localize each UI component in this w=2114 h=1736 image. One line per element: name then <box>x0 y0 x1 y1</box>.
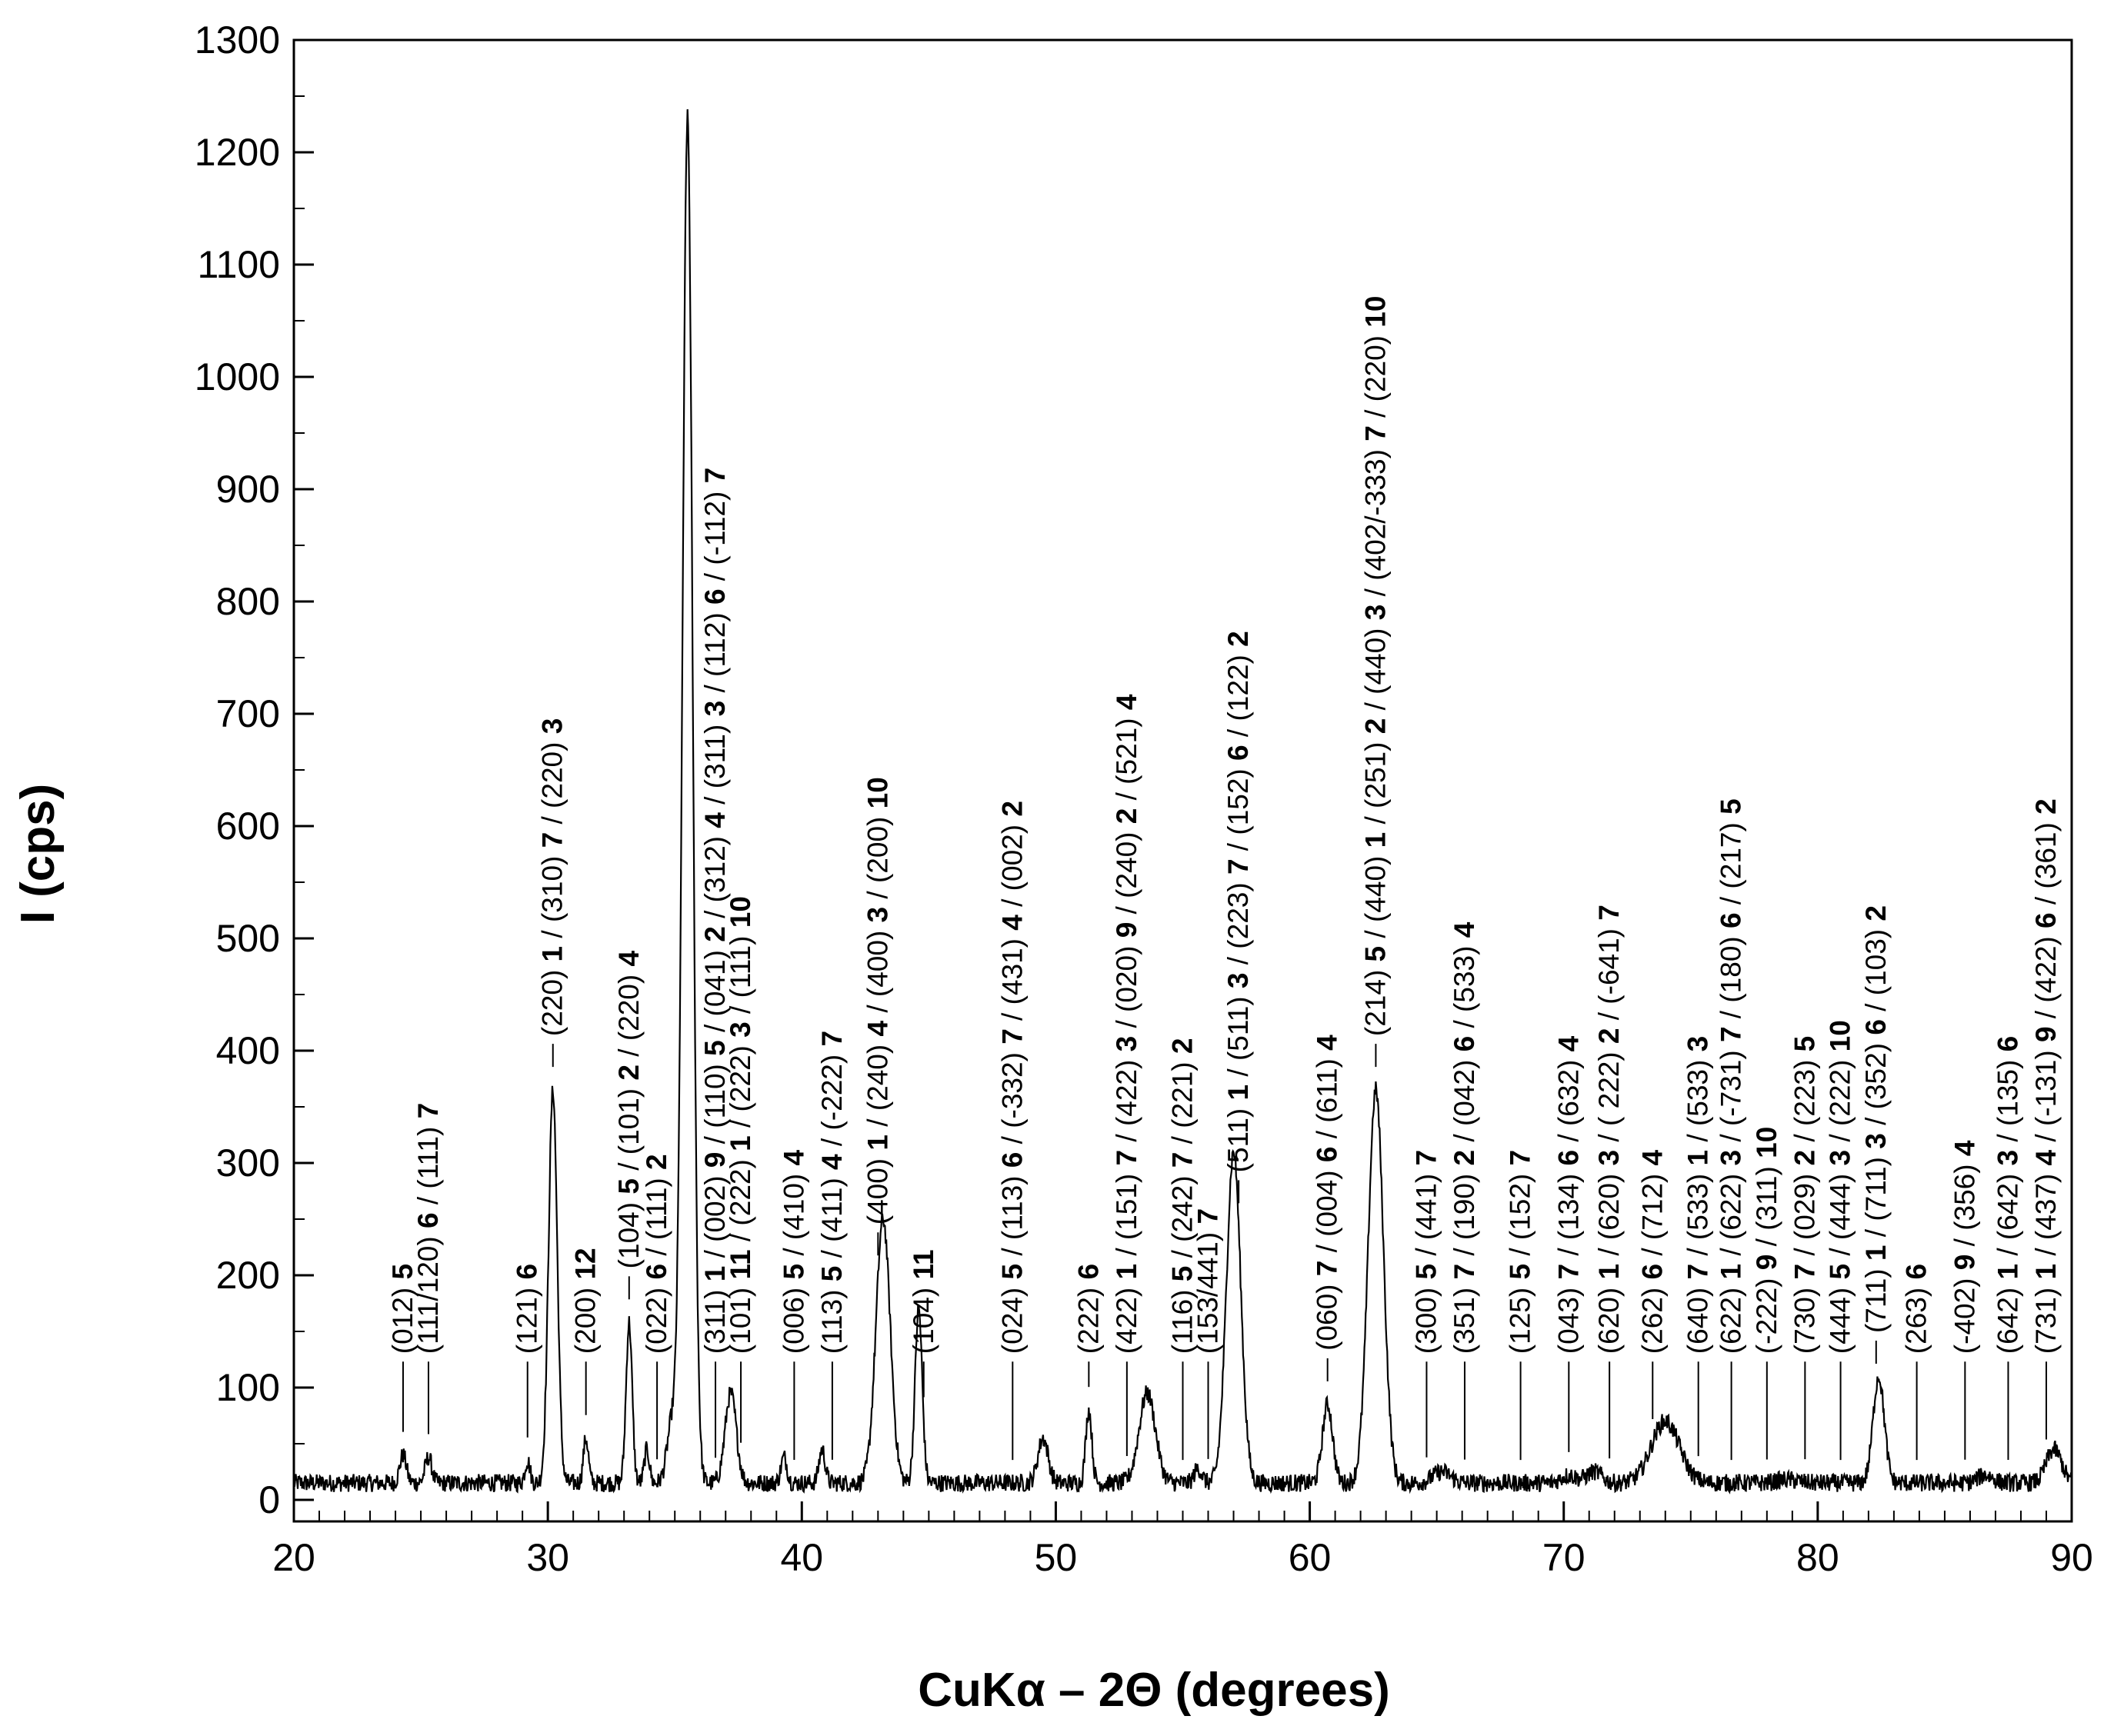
peak-annotation: (214) 5 / (440) 1 / (251) 2 / (440) 3 / … <box>1359 296 1391 1037</box>
series-layer <box>292 109 2072 1494</box>
peak-annotation: (422) 1 / (151) 7 / (422) 3 / (020) 9 / … <box>1111 694 1142 1354</box>
x-axis-title: CuKα – 2Θ (degrees) <box>918 1664 1390 1717</box>
y-tick-label: 900 <box>216 468 280 511</box>
peak-annotation: (711) 1 / (711) 3 / (352) 6 / (103) 2 <box>1860 905 1892 1333</box>
x-tick-label: 60 <box>1289 1536 1332 1579</box>
y-tick-label: 1200 <box>195 131 280 174</box>
y-tick-label: 0 <box>258 1478 280 1521</box>
peak-annotation: (511) 1 / (511) 3 / (223) 7 / (152) 6 / … <box>1222 631 1254 1172</box>
diffraction-series-line <box>292 109 2072 1494</box>
x-tick-label: 20 <box>272 1536 315 1579</box>
peak-annotation: (060) 7 / (004) 6 / (611) 4 <box>1312 1035 1343 1351</box>
peak-annotation: (263) 6 <box>1901 1264 1932 1354</box>
y-tick-label: 500 <box>216 917 280 960</box>
peak-annotation: (-402) 9 / (356) 4 <box>1949 1140 1980 1354</box>
peak-annotation: (043) 7 / (134) 6 / (632) 4 <box>1552 1035 1584 1354</box>
peak-annotation: (620) 1 / (620) 3 / ( 222) 2 / (-641) 7 <box>1593 905 1625 1354</box>
peak-annotation: (101) 11 / (222) 1 / (222) 3 / (111) 10 <box>725 896 756 1354</box>
peak-annotation: (220) 1 / (310) 7 / (220) 3 <box>537 718 569 1036</box>
x-tick-label: 90 <box>2050 1536 2093 1579</box>
peak-annotation: (351) 7 / (190) 2 / (042) 6 / (533) 4 <box>1449 921 1480 1354</box>
peak-annotation: (222) 6 <box>1072 1264 1104 1354</box>
x-tick-label: 30 <box>526 1536 569 1579</box>
peak-annotation: (444) 5 / (444) 3 / (222) 10 <box>1825 1020 1856 1354</box>
y-tick-label: 600 <box>216 805 280 848</box>
peak-annotation: (-222) 9 / (311) 10 <box>1751 1127 1782 1354</box>
peak-annotation: (640) 7 / (533) 1 / (533) 3 <box>1682 1036 1714 1354</box>
y-axis: 0 100 200 300 400 500 600 700 800 900 1000 1100 1200… <box>195 18 314 1521</box>
peak-annotation: (300) 5 / (441) 7 <box>1410 1150 1442 1354</box>
peak-annotation: (012) 5 <box>387 1264 418 1354</box>
peak-annotation: (200) 12 <box>570 1248 602 1354</box>
x-tick-label: 40 <box>780 1536 823 1579</box>
peak-annotation: (121) 6 <box>512 1264 543 1354</box>
peak-annotation: (024) 5 / (113) 6 / (-332) 7 / (431) 4 /… <box>996 801 1028 1354</box>
y-tick-label: 800 <box>216 580 280 623</box>
peak-annotation: (622) 1 / (622) 3 / (-731) 7 / (180) 6 /… <box>1716 798 1747 1354</box>
y-tick-label: 1100 <box>197 243 280 286</box>
peak-annotation: (022) 6 / (111) 2 <box>641 1154 672 1354</box>
peak-annotation: (311) 1 / (002) 9 / (110) 5 / (041) 2 / … <box>699 468 731 1354</box>
x-tick-label: 80 <box>1796 1536 1839 1579</box>
y-tick-label: 300 <box>216 1141 280 1185</box>
peak-annotation: (262) 6 / (712) 4 <box>1636 1149 1668 1354</box>
y-tick-label: 1300 <box>195 18 280 62</box>
peak-annotation: (400) 1 / (240) 4 / (400) 3 / (200) 10 <box>862 777 893 1225</box>
x-tick-label: 70 <box>1542 1536 1586 1579</box>
peak-annotation: (104) 11 <box>908 1249 939 1354</box>
peak-annotation: (731) 1 / (437) 4 / (-131) 9 / (422) 6 /… <box>2030 798 2062 1354</box>
y-tick-label: 700 <box>216 692 280 735</box>
y-axis-title: I (cps) <box>12 784 65 925</box>
peak-annotation: (116) 5 / (242) 7 / (221) 2 <box>1167 1038 1199 1354</box>
peak-annotation: (111/120) 6 / (111) 7 <box>412 1103 444 1354</box>
peak-annotation: (125) 5 / (152) 7 <box>1505 1150 1536 1354</box>
y-tick-label: 200 <box>216 1254 280 1297</box>
y-tick-label: 1000 <box>195 355 280 398</box>
peak-annotation: (730) 7 / (029) 2 / (223) 5 <box>1789 1036 1820 1354</box>
x-tick-label: 50 <box>1035 1536 1078 1579</box>
peak-annotation: (153/441) 7 <box>1192 1208 1224 1354</box>
peak-annotation: (104) 5 / (101) 2 / (220) 4 <box>613 951 645 1269</box>
peak-annotations: (012) 5(111/120) 6 / (111) 7 (121) 6 (220)… <box>387 296 2062 1461</box>
peak-annotation: (642) 1 / (642) 3 / (135) 6 <box>1992 1036 2023 1354</box>
peak-annotation: (006) 5 / (410) 4 <box>778 1149 809 1354</box>
peak-annotation: (113) 5 / (411) 4 / (-222) 7 <box>816 1031 848 1354</box>
x-axis: 20 30 40 50 60 70 80 90 <box>272 1501 2093 1579</box>
y-tick-label: 400 <box>216 1029 280 1072</box>
y-tick-label: 100 <box>216 1366 280 1409</box>
